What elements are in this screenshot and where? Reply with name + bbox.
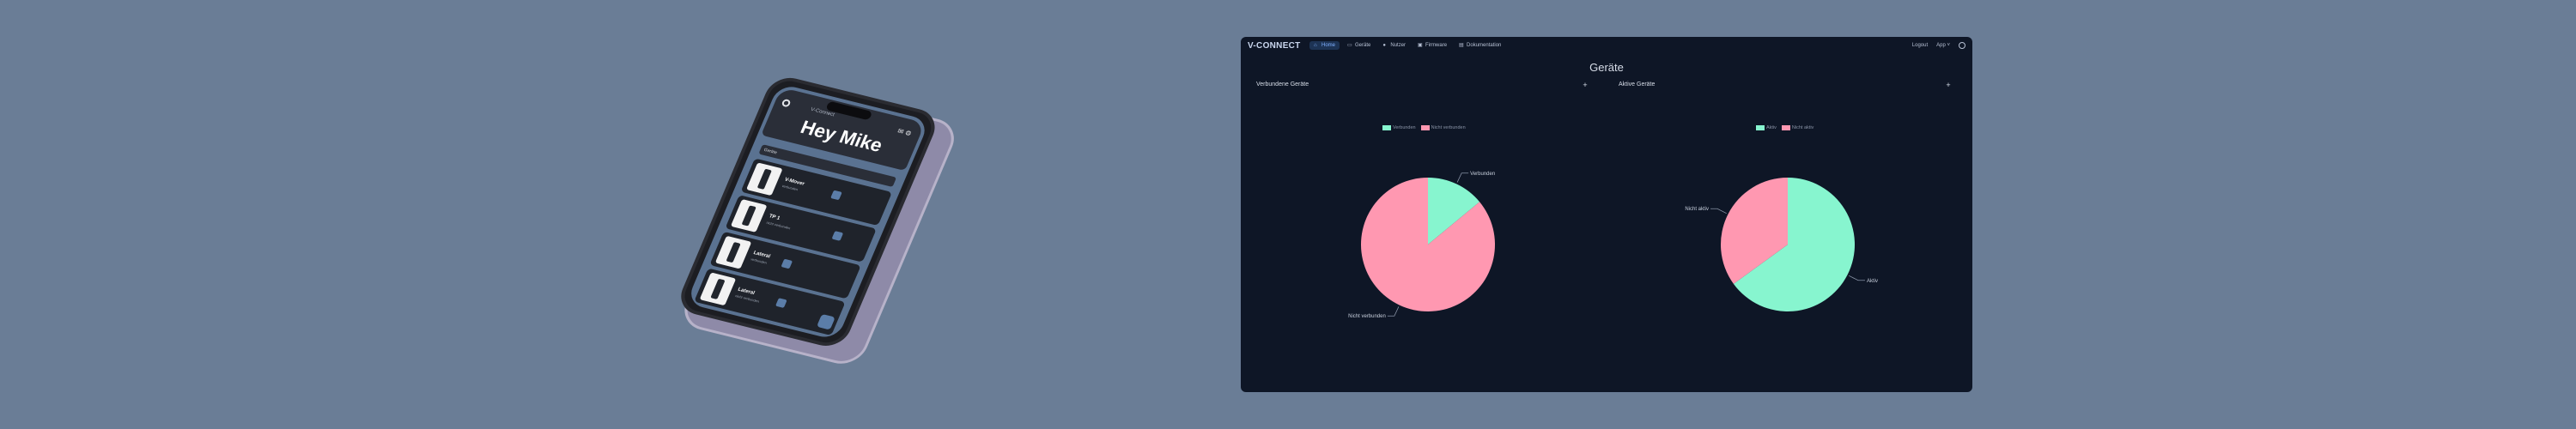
pie-slice[interactable] <box>1428 178 1480 245</box>
nav-item-documentation[interactable]: ▤ Dokumentation <box>1455 41 1505 50</box>
settings-icon[interactable] <box>781 98 792 108</box>
connect-button[interactable] <box>775 298 787 308</box>
legend-swatch <box>1756 125 1765 130</box>
pie-label-leader <box>1849 275 1865 281</box>
logout-link[interactable]: Logout <box>1911 43 1929 48</box>
card-add-button[interactable]: + <box>1583 81 1588 89</box>
pie-slice-label: Nicht aktiv <box>1685 207 1709 212</box>
legend-item[interactable]: Nicht aktiv <box>1781 125 1814 130</box>
pie-chart-active: Aktiv Nicht aktiv <box>1685 178 1878 311</box>
pie-label-leader <box>1387 306 1400 317</box>
device-icon: ▭ <box>1347 43 1352 48</box>
nav-label: Dokumentation <box>1467 43 1502 48</box>
pie-slice[interactable] <box>1361 178 1495 311</box>
nav-item-users[interactable]: ● Nutzer <box>1378 41 1410 50</box>
legend-swatch <box>1420 125 1430 130</box>
chart-legend: Aktiv Nicht aktiv <box>1756 125 1814 130</box>
pie-chart-connected: Verbunden Nicht verbunden <box>1348 172 1495 319</box>
card-add-button[interactable]: + <box>1946 81 1951 89</box>
nav-label: Nutzer <box>1390 43 1406 48</box>
device-thumbnail <box>745 162 783 196</box>
document-icon: ▤ <box>1459 43 1464 48</box>
phone-status-icons: ✉ ⚙ <box>896 127 914 138</box>
device-status: nicht verbunden <box>734 293 761 304</box>
app-logo[interactable]: V-CONNECT <box>1248 41 1301 51</box>
legend-label: Verbunden <box>1393 125 1416 130</box>
user-icon: ● <box>1382 43 1386 48</box>
card-title-active: Aktive Geräte <box>1619 82 1656 88</box>
page-title: Geräte <box>1589 61 1624 74</box>
pie-slice[interactable] <box>1733 178 1855 311</box>
legend-item[interactable]: Aktiv <box>1756 125 1777 130</box>
nav-label: Firmware <box>1425 43 1448 48</box>
device-thumbnail <box>714 235 752 269</box>
legend-swatch <box>1382 125 1391 130</box>
language-select[interactable]: App ˅ <box>1936 43 1950 48</box>
nav-right: Logout App ˅ <box>1912 42 1965 49</box>
home-icon: ⌂ <box>1314 43 1317 48</box>
pie-slice-label: Nicht verbunden <box>1348 314 1386 319</box>
connect-button[interactable] <box>831 231 844 241</box>
device-thumbnail <box>699 272 737 306</box>
firmware-icon: ▣ <box>1418 43 1423 48</box>
phone-device: V-Connect ✉ ⚙ Hey Mike Geräte V-Mover ve… <box>673 73 962 369</box>
legend-item[interactable]: Verbunden <box>1382 125 1416 130</box>
nav-label: Geräte <box>1355 43 1371 48</box>
connect-button[interactable] <box>830 190 842 201</box>
top-nav: V-CONNECT ⌂ Home ▭ Geräte ● Nutzer ▣ Fir… <box>1241 37 1972 56</box>
legend-label: Aktiv <box>1766 125 1777 130</box>
nav-item-firmware[interactable]: ▣ Firmware <box>1413 41 1451 50</box>
pie-slice-label: Verbunden <box>1470 172 1495 177</box>
card-title-connected: Verbundene Geräte <box>1256 82 1309 88</box>
legend-label: Nicht verbunden <box>1431 125 1466 130</box>
pie-slice[interactable] <box>1721 178 1788 284</box>
pie-label-leader <box>1456 172 1469 183</box>
nav-item-devices[interactable]: ▭ Geräte <box>1343 41 1375 50</box>
phone-mockup: V-Connect ✉ ⚙ Hey Mike Geräte V-Mover ve… <box>674 73 962 369</box>
settings-icon[interactable] <box>1959 42 1965 49</box>
connect-button[interactable] <box>781 258 793 269</box>
phone-screen: V-Connect ✉ ⚙ Hey Mike Geräte V-Mover ve… <box>685 83 931 341</box>
pie-label-leader <box>1710 208 1727 214</box>
legend-label: Nicht aktiv <box>1791 125 1814 130</box>
nav-item-home[interactable]: ⌂ Home <box>1309 41 1340 50</box>
device-status: nicht verbunden <box>765 220 792 231</box>
phone-greeting: Hey Mike <box>797 116 886 156</box>
device-thumbnail <box>730 199 768 233</box>
nav-label: Home <box>1321 43 1336 48</box>
chart-legend: Verbunden Nicht verbunden <box>1382 125 1466 130</box>
pie-slice-label: Aktiv <box>1867 279 1878 284</box>
legend-item[interactable]: Nicht verbunden <box>1420 125 1466 130</box>
nav-items: ⌂ Home ▭ Geräte ● Nutzer ▣ Firmware ▤ Do… <box>1309 41 1505 50</box>
legend-swatch <box>1781 125 1790 130</box>
web-app-window: V-CONNECT ⌂ Home ▭ Geräte ● Nutzer ▣ Fir… <box>1241 37 1972 392</box>
